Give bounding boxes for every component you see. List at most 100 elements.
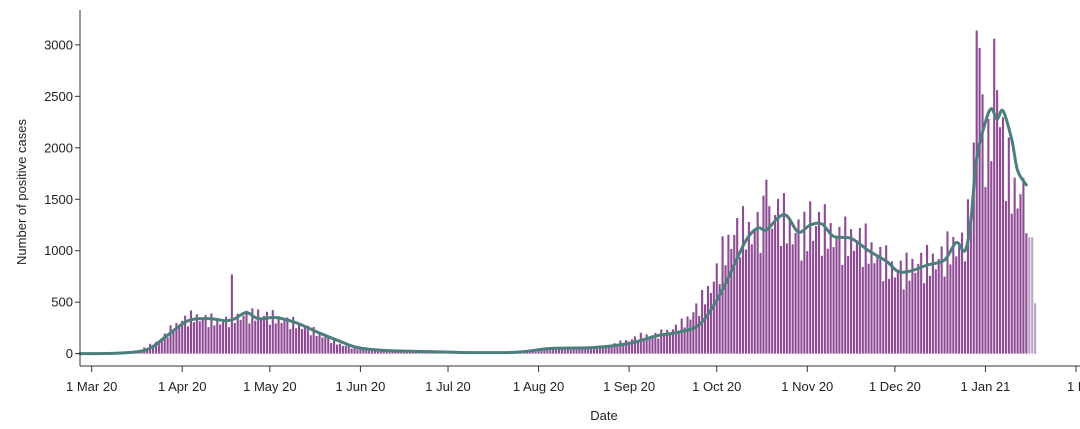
bar	[934, 269, 937, 354]
bar	[753, 229, 756, 354]
x-tick-label: 1 Aug 20	[513, 379, 564, 394]
bar	[1010, 213, 1013, 354]
y-axis-title: Number of positive cases	[14, 119, 29, 265]
bar	[257, 309, 260, 354]
bar	[350, 348, 353, 354]
bar	[712, 281, 715, 354]
bar	[794, 232, 797, 354]
bar	[791, 244, 794, 354]
bar	[823, 204, 826, 354]
bar	[347, 345, 350, 354]
bar	[1025, 233, 1028, 354]
bar	[163, 333, 166, 354]
bar	[528, 351, 531, 354]
bar	[668, 333, 672, 354]
bar	[560, 348, 563, 354]
bar	[730, 248, 733, 354]
bar	[928, 275, 932, 354]
bar	[391, 351, 394, 354]
bar	[987, 118, 990, 354]
bar	[204, 314, 207, 354]
bar	[920, 252, 923, 354]
bar	[216, 318, 219, 354]
bar	[914, 273, 917, 354]
bar	[698, 315, 701, 354]
bar	[359, 348, 362, 354]
bars-layer	[78, 30, 1037, 355]
bar	[557, 347, 561, 354]
bar	[779, 246, 783, 354]
bar	[996, 90, 999, 354]
bar	[908, 280, 911, 354]
bar	[327, 336, 330, 354]
y-tick-label: 3000	[44, 37, 73, 52]
bar	[563, 347, 566, 354]
bar	[993, 38, 996, 354]
bar	[330, 343, 333, 354]
bar	[709, 293, 712, 354]
bar	[630, 339, 634, 354]
bar	[251, 308, 254, 354]
x-tick-label: 1 Nov 20	[781, 379, 833, 394]
bar	[587, 348, 590, 354]
bar	[169, 325, 172, 354]
bar	[981, 94, 984, 354]
x-tick-label: 1 Oct 20	[692, 379, 741, 394]
bar	[604, 345, 607, 354]
bar-incomplete	[1034, 303, 1037, 354]
bar	[724, 265, 727, 354]
bar	[674, 324, 677, 354]
bar	[739, 257, 742, 354]
bar	[154, 341, 157, 354]
x-tick-label: 1 Mar 20	[66, 379, 117, 394]
bar	[175, 323, 178, 354]
bar	[546, 349, 549, 354]
bar	[715, 263, 718, 354]
bar	[958, 245, 961, 354]
bar	[625, 340, 628, 354]
bar	[224, 316, 228, 354]
bar	[782, 193, 785, 354]
bar	[151, 345, 155, 354]
bar	[940, 246, 943, 354]
bar	[777, 198, 780, 354]
bar	[896, 269, 899, 354]
bar	[861, 266, 864, 354]
bar	[803, 211, 806, 354]
bar	[826, 248, 829, 354]
bar	[572, 347, 575, 354]
bar	[984, 187, 987, 354]
bar	[943, 276, 946, 354]
bar	[289, 329, 292, 354]
bar	[344, 345, 347, 354]
bar	[172, 331, 175, 354]
bar	[619, 340, 622, 354]
bar	[575, 349, 578, 354]
bar	[695, 303, 698, 354]
bar	[242, 315, 245, 354]
bar	[768, 206, 771, 354]
bar	[925, 244, 929, 354]
bar	[184, 315, 187, 354]
bar	[227, 327, 231, 354]
bar	[210, 313, 213, 354]
bar	[1001, 117, 1005, 354]
bar	[373, 349, 377, 354]
bar	[820, 255, 823, 354]
bar	[333, 339, 336, 354]
y-tick-label: 500	[51, 295, 73, 310]
bar	[300, 329, 304, 354]
bar	[371, 350, 374, 354]
bar	[838, 226, 841, 354]
bar	[969, 215, 972, 354]
bar-incomplete	[1028, 237, 1031, 354]
bar	[549, 348, 552, 354]
bar	[806, 251, 809, 354]
x-tick-label: 1 Dec 20	[869, 379, 921, 394]
y-tick-label: 0	[66, 346, 73, 361]
bar	[905, 252, 908, 354]
bar	[607, 346, 610, 354]
bar	[721, 236, 724, 354]
